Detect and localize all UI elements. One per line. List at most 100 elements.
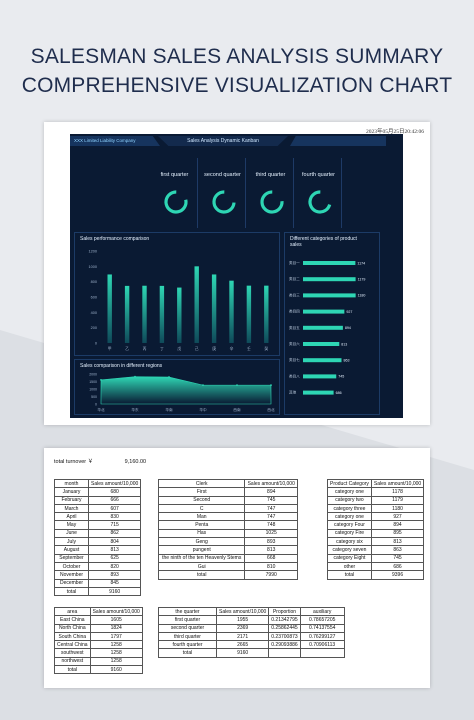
table-cell: 2369: [215, 623, 270, 633]
region-area-chart: 2000 1500 1000 500 0华北 华东 华南 华中 西南 西北: [89, 373, 275, 413]
table-row: total 7990: [157, 570, 298, 580]
table-cell: 747: [244, 503, 298, 514]
table-row: April 830: [54, 512, 142, 522]
table-row: category three 1180: [327, 503, 425, 514]
table-row: total 9396: [327, 570, 425, 580]
table-cell: 813: [87, 545, 142, 555]
table-row: November 893: [54, 570, 142, 580]
y-tick-label: 2000: [89, 373, 97, 377]
table-cell: 804: [87, 537, 142, 547]
table-cell: 813: [244, 545, 298, 555]
table-header: Sales amount/10,000: [89, 606, 143, 617]
table-cell: 715: [87, 520, 142, 530]
table-cell: 2171: [215, 631, 270, 642]
table-row: Second 745: [157, 495, 298, 505]
table-cell: total: [54, 586, 89, 597]
bar: [159, 285, 165, 343]
table-row: October 820: [54, 561, 142, 572]
category-value: 1179: [358, 278, 366, 282]
table-cell: August: [54, 545, 89, 555]
table-cell: C: [157, 503, 246, 514]
table-row: southwest 1258: [54, 648, 143, 658]
table-cell: second quarter: [158, 623, 217, 633]
category-bar: [303, 261, 356, 265]
x-tick-label: 辛: [230, 346, 234, 351]
table-cell: category Four: [327, 520, 372, 530]
title-line-1: SALESMAN SALES ANALYSIS SUMMARY: [30, 45, 444, 68]
quarter-ring-arc: [260, 190, 284, 214]
table-cell: 9396: [370, 570, 425, 580]
x-tick-label: 庚: [212, 346, 216, 351]
table-cell: Penta: [157, 520, 246, 530]
category-title: Different categories of product sales: [290, 236, 357, 248]
quarter-card-2: second quarter: [200, 158, 246, 228]
quarter-label: first quarter: [160, 172, 189, 178]
category-value: 813: [341, 342, 347, 346]
table-cell: May: [54, 520, 89, 530]
y-tick-label: 600: [91, 296, 97, 300]
table-cell: total: [158, 648, 217, 658]
table-row: northwest 1258: [54, 656, 143, 667]
x-tick-label: 壬: [247, 346, 251, 351]
table-cell: category two: [327, 495, 372, 505]
table-cell: 1258: [89, 648, 143, 658]
table-cell: 0.29093886: [268, 640, 301, 650]
table-cell: January: [54, 487, 89, 497]
table-cell: 745: [244, 495, 298, 505]
x-tick-label: 华南: [165, 407, 173, 412]
performance-bar-chart: 1200 1000 800 600 400 200 0 甲 乙 丙 丁 戊 己 庚 辛 壬 癸: [89, 250, 269, 351]
table-cell: First: [157, 487, 246, 497]
table-cell: 863: [370, 545, 425, 555]
category-bar: [303, 374, 337, 379]
y-tick-label: 0: [95, 342, 97, 346]
category-label: 类目六: [289, 341, 300, 346]
bar: [142, 285, 147, 343]
y-tick-label: 1000: [89, 388, 97, 392]
bar: [194, 266, 199, 343]
category-label: 类目三: [289, 292, 300, 297]
table-cell: South China: [54, 631, 91, 642]
table-row: second quarter 2369 0.25862445 0.74137554: [158, 623, 345, 633]
table-cell: March: [54, 503, 89, 514]
category-value: 927: [346, 310, 352, 314]
table-cell: Man: [157, 512, 246, 522]
table-row: category one 927: [327, 512, 425, 522]
table-cell: southwest: [54, 648, 91, 658]
quarter-ring-arc: [212, 190, 236, 214]
region-title: Sales comparison in different regions: [80, 363, 163, 369]
y-tick-label: 400: [91, 311, 97, 315]
area-table: area Sales amount/10,000 East China 1605 Nor…: [54, 606, 143, 675]
table-cell: 820: [87, 561, 142, 572]
table-cell: third quarter: [158, 631, 217, 642]
quarter-card-3: third quarter: [248, 158, 294, 228]
bar: [107, 274, 112, 343]
table-cell: 894: [370, 520, 425, 530]
table-cell: 813: [370, 537, 425, 547]
x-tick-label: 西南: [233, 407, 241, 412]
table-row: Geng 893: [157, 537, 298, 547]
table-row: total 9160: [54, 586, 142, 597]
table-cell: 668: [244, 553, 298, 563]
table-header: month: [54, 478, 89, 489]
table-cell: fourth quarter: [158, 640, 217, 650]
table-cell: Central China: [54, 640, 91, 650]
area-point: [236, 384, 238, 387]
performance-title: Sales performance comparison: [80, 236, 150, 242]
table-cell: 1178: [370, 487, 425, 497]
x-tick-label: 华中: [199, 407, 207, 412]
category-value: 1174: [357, 261, 365, 265]
region-panel: Sales comparison in different regions 20…: [74, 359, 280, 415]
table-row: pungent 813: [157, 545, 298, 555]
table-row: Man 747: [157, 512, 298, 522]
performance-panel: Sales performance comparison 1200 1000 800…: [74, 232, 280, 356]
category-label: 类目八: [289, 373, 300, 378]
table-cell: October: [54, 561, 89, 572]
table-row: May 715: [54, 520, 142, 530]
table-cell: 1025: [244, 528, 298, 539]
area-point: [100, 379, 102, 381]
table-row: first quarter 1955 0.21342795 0.78657205: [158, 615, 345, 625]
table-row: category six 813: [327, 537, 425, 547]
category-bar: [303, 325, 343, 330]
area-series: [100, 376, 272, 405]
quarter-ring-arc: [164, 190, 188, 214]
